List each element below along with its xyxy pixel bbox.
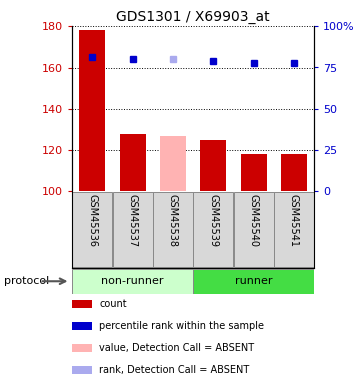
Bar [119,134,146,191]
Text: GSM45536: GSM45536 [87,194,97,248]
FancyBboxPatch shape [234,192,274,267]
Bar [72,366,92,374]
Bar [72,300,92,308]
FancyBboxPatch shape [274,192,314,267]
FancyBboxPatch shape [113,192,153,267]
FancyBboxPatch shape [72,192,112,267]
Text: percentile rank within the sample: percentile rank within the sample [99,321,264,331]
FancyBboxPatch shape [153,192,193,267]
FancyBboxPatch shape [193,192,233,267]
Bar [72,322,92,330]
Text: GSM45539: GSM45539 [208,194,218,248]
Bar [160,136,186,191]
Bar [72,344,92,352]
FancyBboxPatch shape [72,268,193,294]
Text: GSM45541: GSM45541 [289,194,299,248]
Bar [200,140,226,191]
Bar [281,154,307,191]
FancyBboxPatch shape [193,268,314,294]
Title: GDS1301 / X69903_at: GDS1301 / X69903_at [116,10,270,24]
Text: non-runner: non-runner [101,276,164,286]
Text: GSM45540: GSM45540 [249,194,258,248]
Text: count: count [99,299,127,309]
Text: GSM45537: GSM45537 [128,194,138,248]
Text: protocol: protocol [4,276,49,286]
Bar [240,154,267,191]
Text: GSM45538: GSM45538 [168,194,178,248]
Bar [79,30,105,191]
Text: rank, Detection Call = ABSENT: rank, Detection Call = ABSENT [99,365,249,375]
Text: value, Detection Call = ABSENT: value, Detection Call = ABSENT [99,343,255,353]
Text: runner: runner [235,276,272,286]
